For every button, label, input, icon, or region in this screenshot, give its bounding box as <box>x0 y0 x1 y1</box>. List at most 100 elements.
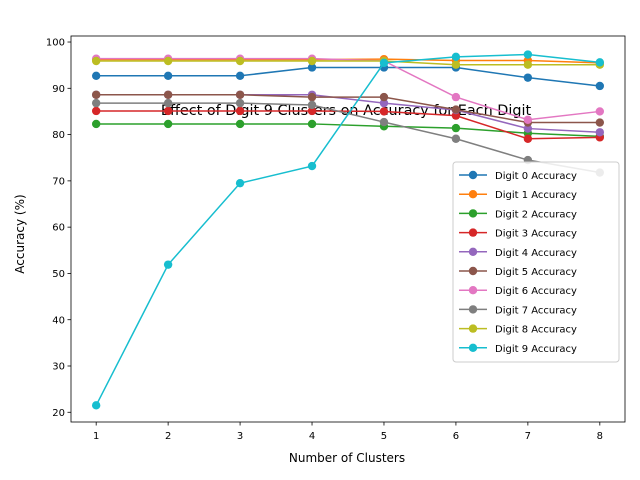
data-point <box>595 58 605 67</box>
data-point <box>307 100 317 110</box>
x-axis: 1 2 3 4 5 6 7 8 <box>93 422 603 442</box>
data-point <box>163 90 173 99</box>
plot-area <box>70 35 626 423</box>
series-line <box>95 53 600 406</box>
data-point <box>451 60 461 69</box>
data-point <box>163 106 173 116</box>
y-tick-label: 50 <box>52 269 65 280</box>
series-9 <box>91 50 605 410</box>
legend-swatch-marker <box>468 324 478 333</box>
legend-label: Digit 6 Accuracy <box>495 286 577 297</box>
legend-item: Digit 8 Accuracy <box>459 324 577 336</box>
series-line <box>96 60 600 66</box>
legend-swatch-marker <box>468 286 478 295</box>
data-point <box>523 73 533 82</box>
series-line <box>96 94 600 124</box>
data-point <box>235 178 245 188</box>
legend-item: Digit 6 Accuracy <box>459 286 577 297</box>
legend-item: Digit 5 Accuracy <box>459 266 577 278</box>
series-line <box>96 123 600 138</box>
legend-item: Digit 1 Accuracy <box>459 190 577 201</box>
data-point <box>523 134 533 143</box>
y-axis-label: Accuracy (%) <box>13 194 27 273</box>
data-point <box>379 98 389 108</box>
data-point <box>91 401 101 410</box>
data-point <box>235 119 245 129</box>
y-tick-label: 60 <box>52 223 65 234</box>
x-tick-label: 2 <box>165 431 171 442</box>
data-point <box>451 123 461 133</box>
legend-swatch-marker <box>468 209 478 218</box>
series-line <box>96 66 600 87</box>
legend-label: Digit 9 Accuracy <box>495 344 577 355</box>
data-point <box>163 119 173 129</box>
legend-swatch-marker <box>468 343 478 352</box>
data-point <box>91 98 101 108</box>
x-tick-label: 1 <box>93 431 99 442</box>
y-tick-label: 100 <box>46 38 65 49</box>
legend-swatch-marker <box>468 170 478 180</box>
y-axis: 20 30 40 50 60 70 80 90 100 <box>46 38 71 419</box>
x-tick-label: 3 <box>237 431 243 442</box>
data-point <box>307 63 317 72</box>
legend-label: Digit 1 Accuracy <box>495 190 577 201</box>
data-point <box>235 98 245 108</box>
x-tick-label: 7 <box>525 431 531 442</box>
data-point <box>163 260 173 269</box>
series-3 <box>91 106 605 143</box>
legend: Digit 0 Accuracy Digit 1 Accuracy Digit 2 … <box>452 161 620 363</box>
legend-swatch-marker <box>468 228 478 237</box>
legend-swatch-marker <box>468 247 478 256</box>
data-point <box>595 118 605 127</box>
x-tick-label: 8 <box>597 431 603 442</box>
data-point <box>235 106 245 116</box>
data-point <box>523 60 533 69</box>
legend-label: Digit 3 Accuracy <box>495 229 577 240</box>
data-point <box>235 56 245 66</box>
data-point <box>307 106 317 116</box>
y-tick-label: 20 <box>52 408 65 419</box>
data-point <box>451 105 461 114</box>
x-tick-label: 4 <box>309 431 315 442</box>
data-point <box>595 128 605 137</box>
data-point <box>235 90 245 99</box>
legend-swatch-marker <box>468 305 478 314</box>
legend-item: Digit 0 Accuracy <box>459 170 577 182</box>
legend-label: Digit 0 Accuracy <box>495 171 577 182</box>
y-tick-label: 70 <box>52 176 65 187</box>
data-point <box>523 50 533 59</box>
legend-label: Digit 4 Accuracy <box>495 248 577 259</box>
data-point <box>379 107 389 116</box>
series-layer <box>91 50 605 410</box>
data-point <box>91 71 101 81</box>
y-tick-label: 80 <box>52 130 65 141</box>
data-point <box>91 119 101 129</box>
data-point <box>307 56 317 66</box>
legend-item: Digit 4 Accuracy <box>459 247 577 259</box>
data-point <box>307 92 317 102</box>
data-point <box>451 52 461 62</box>
y-tick-label: 90 <box>52 84 65 95</box>
legend-label: Digit 7 Accuracy <box>495 305 577 316</box>
y-tick-label: 30 <box>52 362 65 373</box>
plot-frame <box>70 35 626 423</box>
data-point <box>91 106 101 116</box>
data-point <box>523 115 533 124</box>
series-line <box>96 110 600 140</box>
data-point <box>451 92 461 102</box>
data-point <box>163 56 173 66</box>
data-point <box>163 71 173 81</box>
data-point <box>235 71 245 81</box>
x-axis-label: Number of Clusters <box>289 451 405 465</box>
data-point <box>379 58 389 68</box>
legend-item: Digit 9 Accuracy <box>459 343 577 355</box>
y-tick-label: 40 <box>52 315 65 326</box>
legend-label: Digit 8 Accuracy <box>495 325 577 336</box>
data-point <box>379 117 389 127</box>
data-point <box>595 81 605 91</box>
data-point <box>523 124 533 133</box>
legend-swatch-marker <box>468 190 478 199</box>
data-point <box>307 119 317 129</box>
legend-frame <box>452 161 620 363</box>
